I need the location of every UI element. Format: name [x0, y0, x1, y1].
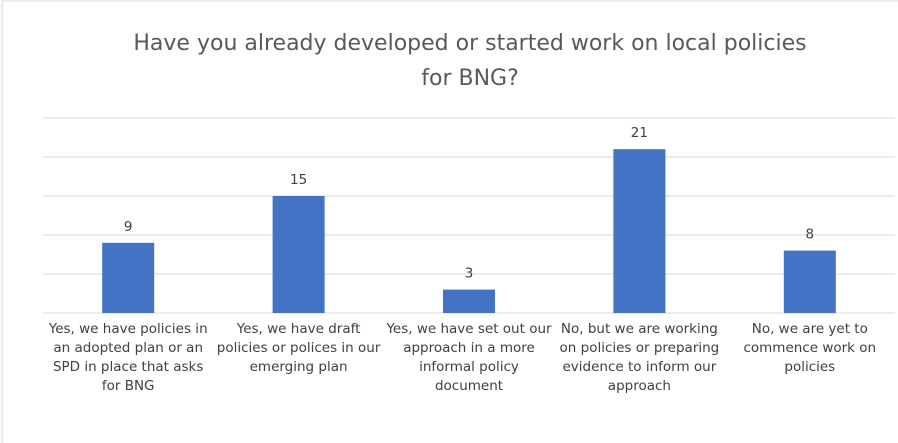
data-label: 3: [465, 266, 474, 282]
x-tick-label: No, but we are working on policies or pr…: [559, 321, 720, 394]
bar: [783, 250, 836, 313]
chart-title: Have you already developed or started wo…: [133, 31, 807, 91]
x-tick-label: No, we are yet to commence work on polic…: [743, 321, 877, 375]
x-tick-label: Yes, we have set out our approach in a m…: [386, 321, 552, 394]
data-label: 8: [806, 227, 815, 243]
bar: [102, 242, 155, 313]
data-label: 15: [290, 172, 307, 188]
x-tick-label: Yes, we have policies in an adopted plan…: [48, 321, 208, 394]
bar: [613, 149, 666, 313]
bar: [443, 289, 495, 313]
x-tick-label: Yes, we have draft policies or polices i…: [216, 321, 381, 375]
bar: [272, 196, 325, 313]
data-label: 21: [631, 125, 648, 141]
data-label: 9: [124, 219, 133, 235]
